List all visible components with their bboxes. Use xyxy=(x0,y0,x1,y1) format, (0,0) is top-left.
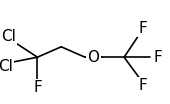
Text: F: F xyxy=(138,78,147,93)
Text: Cl: Cl xyxy=(1,29,16,44)
Text: O: O xyxy=(88,50,99,65)
Text: Cl: Cl xyxy=(0,59,13,74)
Text: F: F xyxy=(33,80,42,95)
Text: F: F xyxy=(138,21,147,36)
Text: F: F xyxy=(154,50,163,65)
